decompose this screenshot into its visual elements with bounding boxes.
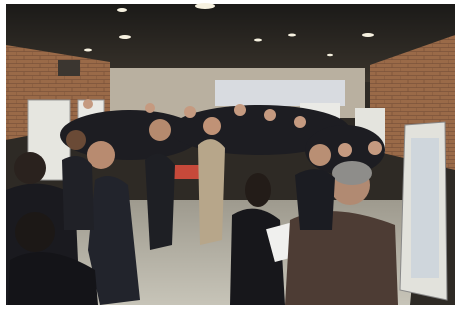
head bbox=[234, 104, 246, 116]
light bbox=[119, 35, 131, 39]
hair bbox=[245, 173, 271, 207]
light bbox=[117, 8, 127, 12]
light bbox=[254, 39, 262, 42]
person bbox=[145, 154, 175, 250]
head bbox=[145, 103, 155, 113]
page bbox=[0, 0, 461, 309]
light bbox=[84, 49, 92, 52]
light bbox=[195, 3, 215, 9]
head bbox=[66, 130, 86, 150]
head bbox=[264, 109, 276, 121]
head bbox=[83, 99, 93, 109]
hair bbox=[332, 161, 372, 185]
person bbox=[198, 139, 225, 245]
head bbox=[184, 106, 196, 118]
photo bbox=[0, 0, 461, 309]
head bbox=[294, 116, 306, 128]
poster-content bbox=[411, 138, 439, 278]
head bbox=[309, 144, 331, 166]
person bbox=[62, 156, 94, 230]
head bbox=[338, 143, 352, 157]
window bbox=[215, 80, 345, 106]
light bbox=[288, 34, 296, 37]
person bbox=[295, 169, 335, 230]
speaker bbox=[58, 60, 80, 76]
photo-frame bbox=[6, 3, 455, 305]
light bbox=[327, 54, 333, 56]
head bbox=[14, 152, 46, 184]
light bbox=[362, 33, 374, 37]
head bbox=[15, 212, 55, 252]
head bbox=[149, 119, 171, 141]
head bbox=[368, 141, 382, 155]
head bbox=[203, 117, 221, 135]
